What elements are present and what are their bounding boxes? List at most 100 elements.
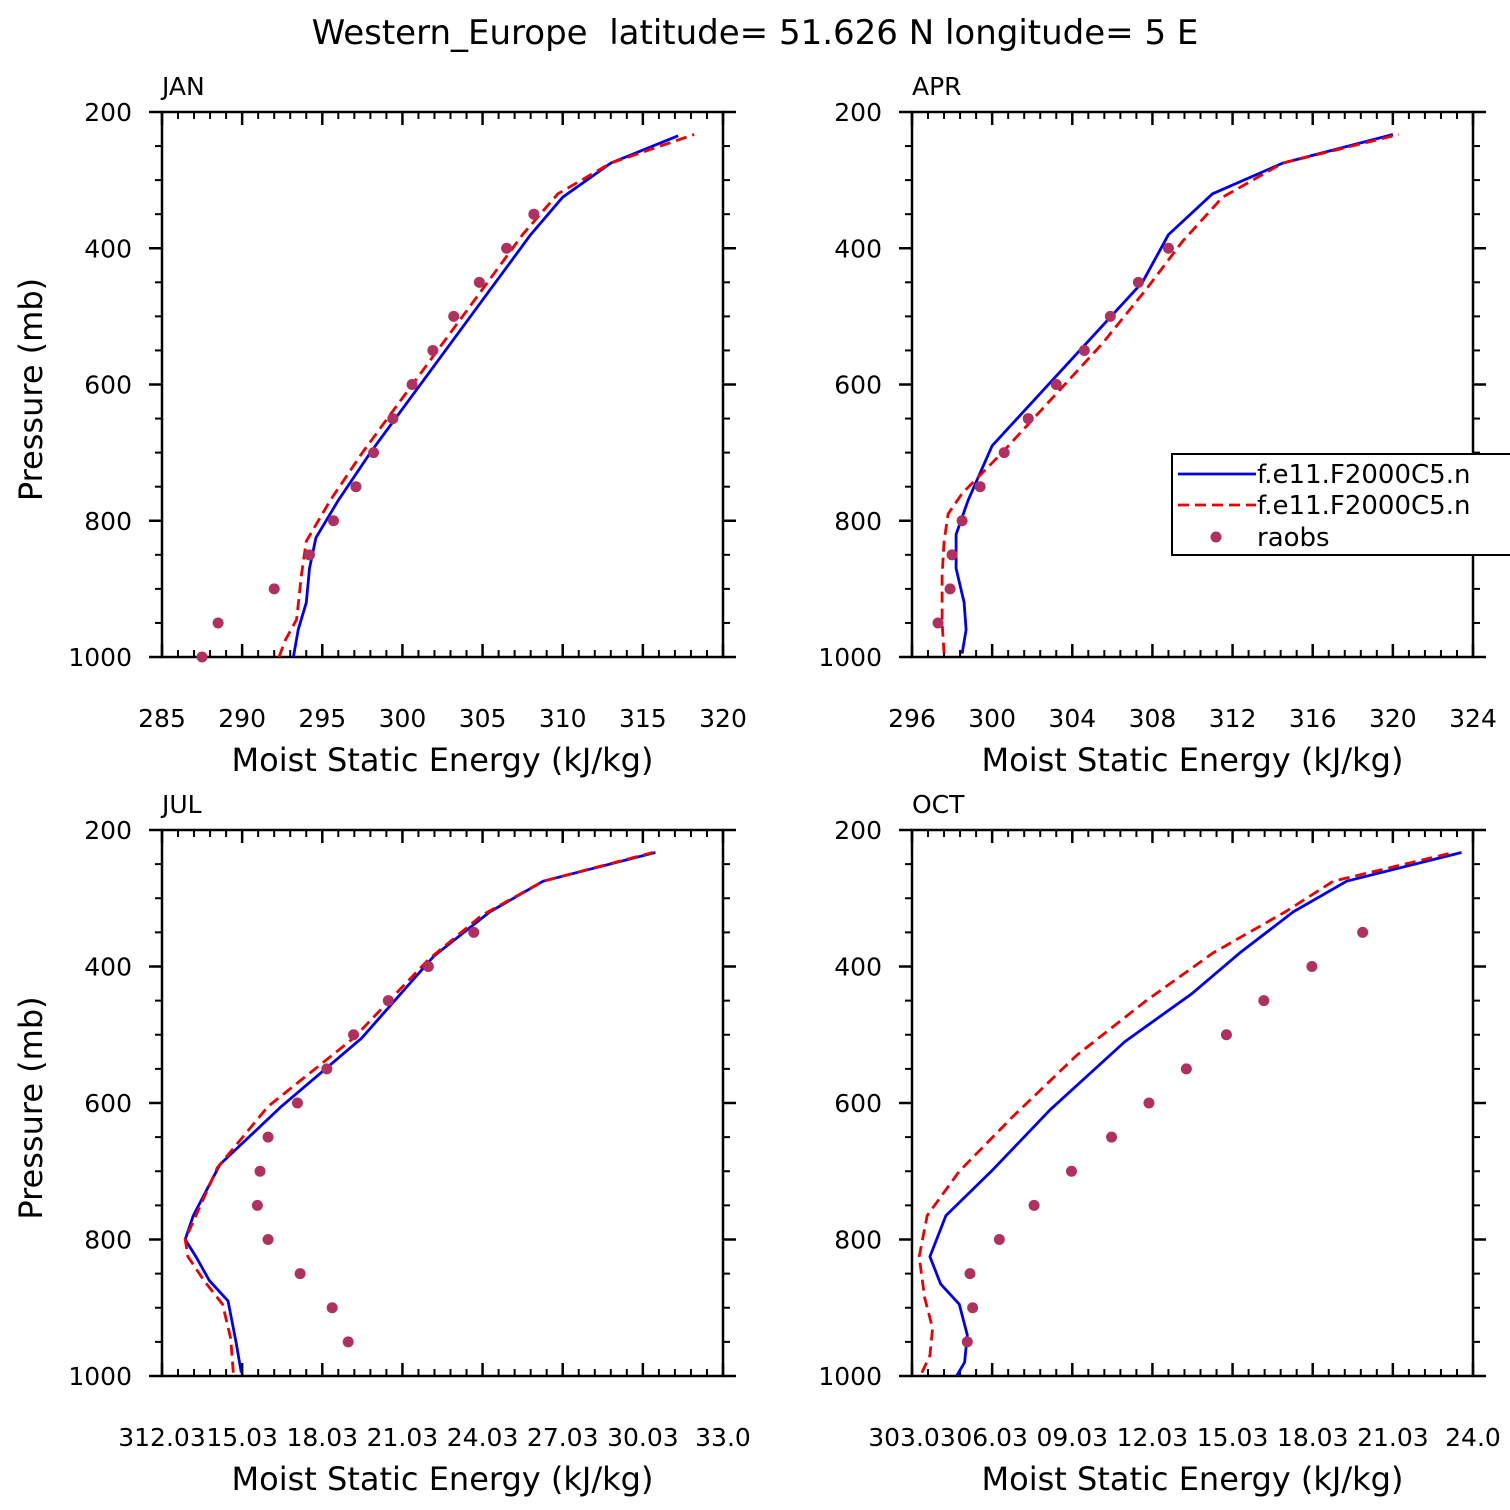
y-tick-label: 400 xyxy=(84,234,132,263)
raobs-point xyxy=(1143,1097,1155,1109)
x-tick-label: 18.03 xyxy=(1277,1423,1349,1452)
raobs-point xyxy=(321,1063,333,1075)
raobs-point xyxy=(254,1165,266,1177)
raobs-point xyxy=(1357,926,1369,938)
raobs-point xyxy=(1022,413,1034,425)
y-tick-label: 200 xyxy=(834,816,882,845)
x-tick-label: 24.0 xyxy=(1445,1423,1501,1452)
raobs-point xyxy=(326,1302,338,1314)
raobs-point xyxy=(427,344,439,356)
raobs-point xyxy=(967,1302,979,1314)
x-tick-label: 316 xyxy=(1289,704,1337,733)
panel-title: APR xyxy=(912,72,962,101)
raobs-point xyxy=(964,1268,976,1280)
x-tick-label: 300 xyxy=(968,704,1016,733)
plot-frame xyxy=(160,110,725,659)
x-tick-label: 312 xyxy=(1209,704,1257,733)
raobs-point xyxy=(350,481,362,493)
x-tick-label: 21.03 xyxy=(367,1423,439,1452)
legend-label: raobs xyxy=(1257,523,1330,553)
x-tick-label: 06.03 xyxy=(956,1423,1028,1452)
y-axis-label: Pressure (mb) xyxy=(12,278,50,501)
raobs-point xyxy=(212,617,224,629)
y-tick-label: 800 xyxy=(834,1226,882,1255)
x-tick-label: 315 xyxy=(619,704,667,733)
raobs-point xyxy=(291,1097,303,1109)
x-tick-label: 24.03 xyxy=(447,1423,519,1452)
x-tick-label: 12.03 xyxy=(1117,1423,1189,1452)
panel-title: JAN xyxy=(160,72,205,101)
raobs-point xyxy=(946,549,958,561)
raobs-point xyxy=(368,447,380,459)
legend-label: f.e11.F2000C5.n xyxy=(1257,460,1470,490)
plot-frame xyxy=(910,828,1475,1378)
y-axis-label: Pressure (mb) xyxy=(12,996,50,1219)
raobs-point xyxy=(328,515,340,527)
y-tick-label: 1000 xyxy=(818,1362,882,1391)
y-tick-label: 1000 xyxy=(68,643,132,672)
plot-frame xyxy=(160,828,725,1378)
plot-frame xyxy=(910,110,1475,659)
model2-line xyxy=(940,133,1400,654)
raobs-point xyxy=(1104,310,1116,322)
x-tick-label: 312.03 xyxy=(118,1423,205,1452)
raobs-point xyxy=(956,515,968,527)
y-tick-label: 800 xyxy=(834,507,882,536)
x-tick-label: 09.03 xyxy=(1036,1423,1108,1452)
figure-title: Western_Europe latitude= 51.626 N longit… xyxy=(312,13,1199,53)
x-tick-label: 300 xyxy=(379,704,427,733)
x-tick-label: 290 xyxy=(218,704,266,733)
raobs-point xyxy=(382,995,394,1007)
raobs-point xyxy=(993,1234,1005,1245)
x-tick-label: 320 xyxy=(1369,704,1417,733)
raobs-point xyxy=(262,1234,274,1245)
raobs-point xyxy=(1306,961,1318,972)
raobs-point xyxy=(1162,242,1174,254)
raobs-point xyxy=(1106,1131,1118,1143)
panel-jul: 312.03 15.03 18.03 21.03 24.03 27.03 30.03 33.0… xyxy=(12,790,751,1498)
y-tick-label: 1000 xyxy=(68,1362,132,1391)
panels: 285 290 295 300 305 310 315 320 200 400 600 800 1000… xyxy=(12,72,1501,1498)
raobs-point xyxy=(528,208,540,220)
raobs-point xyxy=(1050,379,1062,390)
raobs-point xyxy=(303,549,315,561)
raobs-point xyxy=(998,447,1010,459)
legend-box xyxy=(1171,453,1510,556)
raobs-point xyxy=(448,310,460,322)
panel-title: JUL xyxy=(160,790,202,819)
raobs-point xyxy=(1132,276,1144,288)
raobs-point xyxy=(468,926,480,938)
x-tick-label: 33.0 xyxy=(695,1423,751,1452)
raobs-point xyxy=(196,651,208,663)
raobs-point xyxy=(387,413,399,425)
x-tick-label: 30.03 xyxy=(607,1423,679,1452)
model2-line xyxy=(183,851,654,1373)
raobs-point xyxy=(348,1029,360,1041)
x-tick-label: 15.03 xyxy=(1197,1423,1269,1452)
raobs-point xyxy=(1078,344,1090,356)
raobs-point xyxy=(932,617,944,629)
x-tick-label: 15.03 xyxy=(206,1423,278,1452)
x-tick-label: 310 xyxy=(539,704,587,733)
raobs-point xyxy=(294,1268,306,1280)
model1-line xyxy=(954,133,1394,654)
y-tick-label: 400 xyxy=(834,234,882,263)
x-axis-label: Moist Static Energy (kJ/kg) xyxy=(232,741,654,779)
raobs-point xyxy=(974,481,986,493)
y-tick-label: 600 xyxy=(834,371,882,400)
y-tick-label: 600 xyxy=(834,1089,882,1118)
raobs-point xyxy=(1258,995,1270,1007)
y-tick-label: 400 xyxy=(834,953,882,982)
raobs-point xyxy=(1180,1063,1192,1075)
x-tick-label: 320 xyxy=(699,704,747,733)
x-tick-label: 324 xyxy=(1449,704,1497,733)
y-tick-label: 400 xyxy=(84,953,132,982)
y-tick-label: 200 xyxy=(834,98,882,127)
x-axis-label: Moist Static Energy (kJ/kg) xyxy=(982,1460,1404,1498)
y-tick-label: 1000 xyxy=(818,643,882,672)
x-tick-label: 27.03 xyxy=(527,1423,599,1452)
x-tick-label: 308 xyxy=(1129,704,1177,733)
y-tick-label: 600 xyxy=(84,1089,132,1118)
